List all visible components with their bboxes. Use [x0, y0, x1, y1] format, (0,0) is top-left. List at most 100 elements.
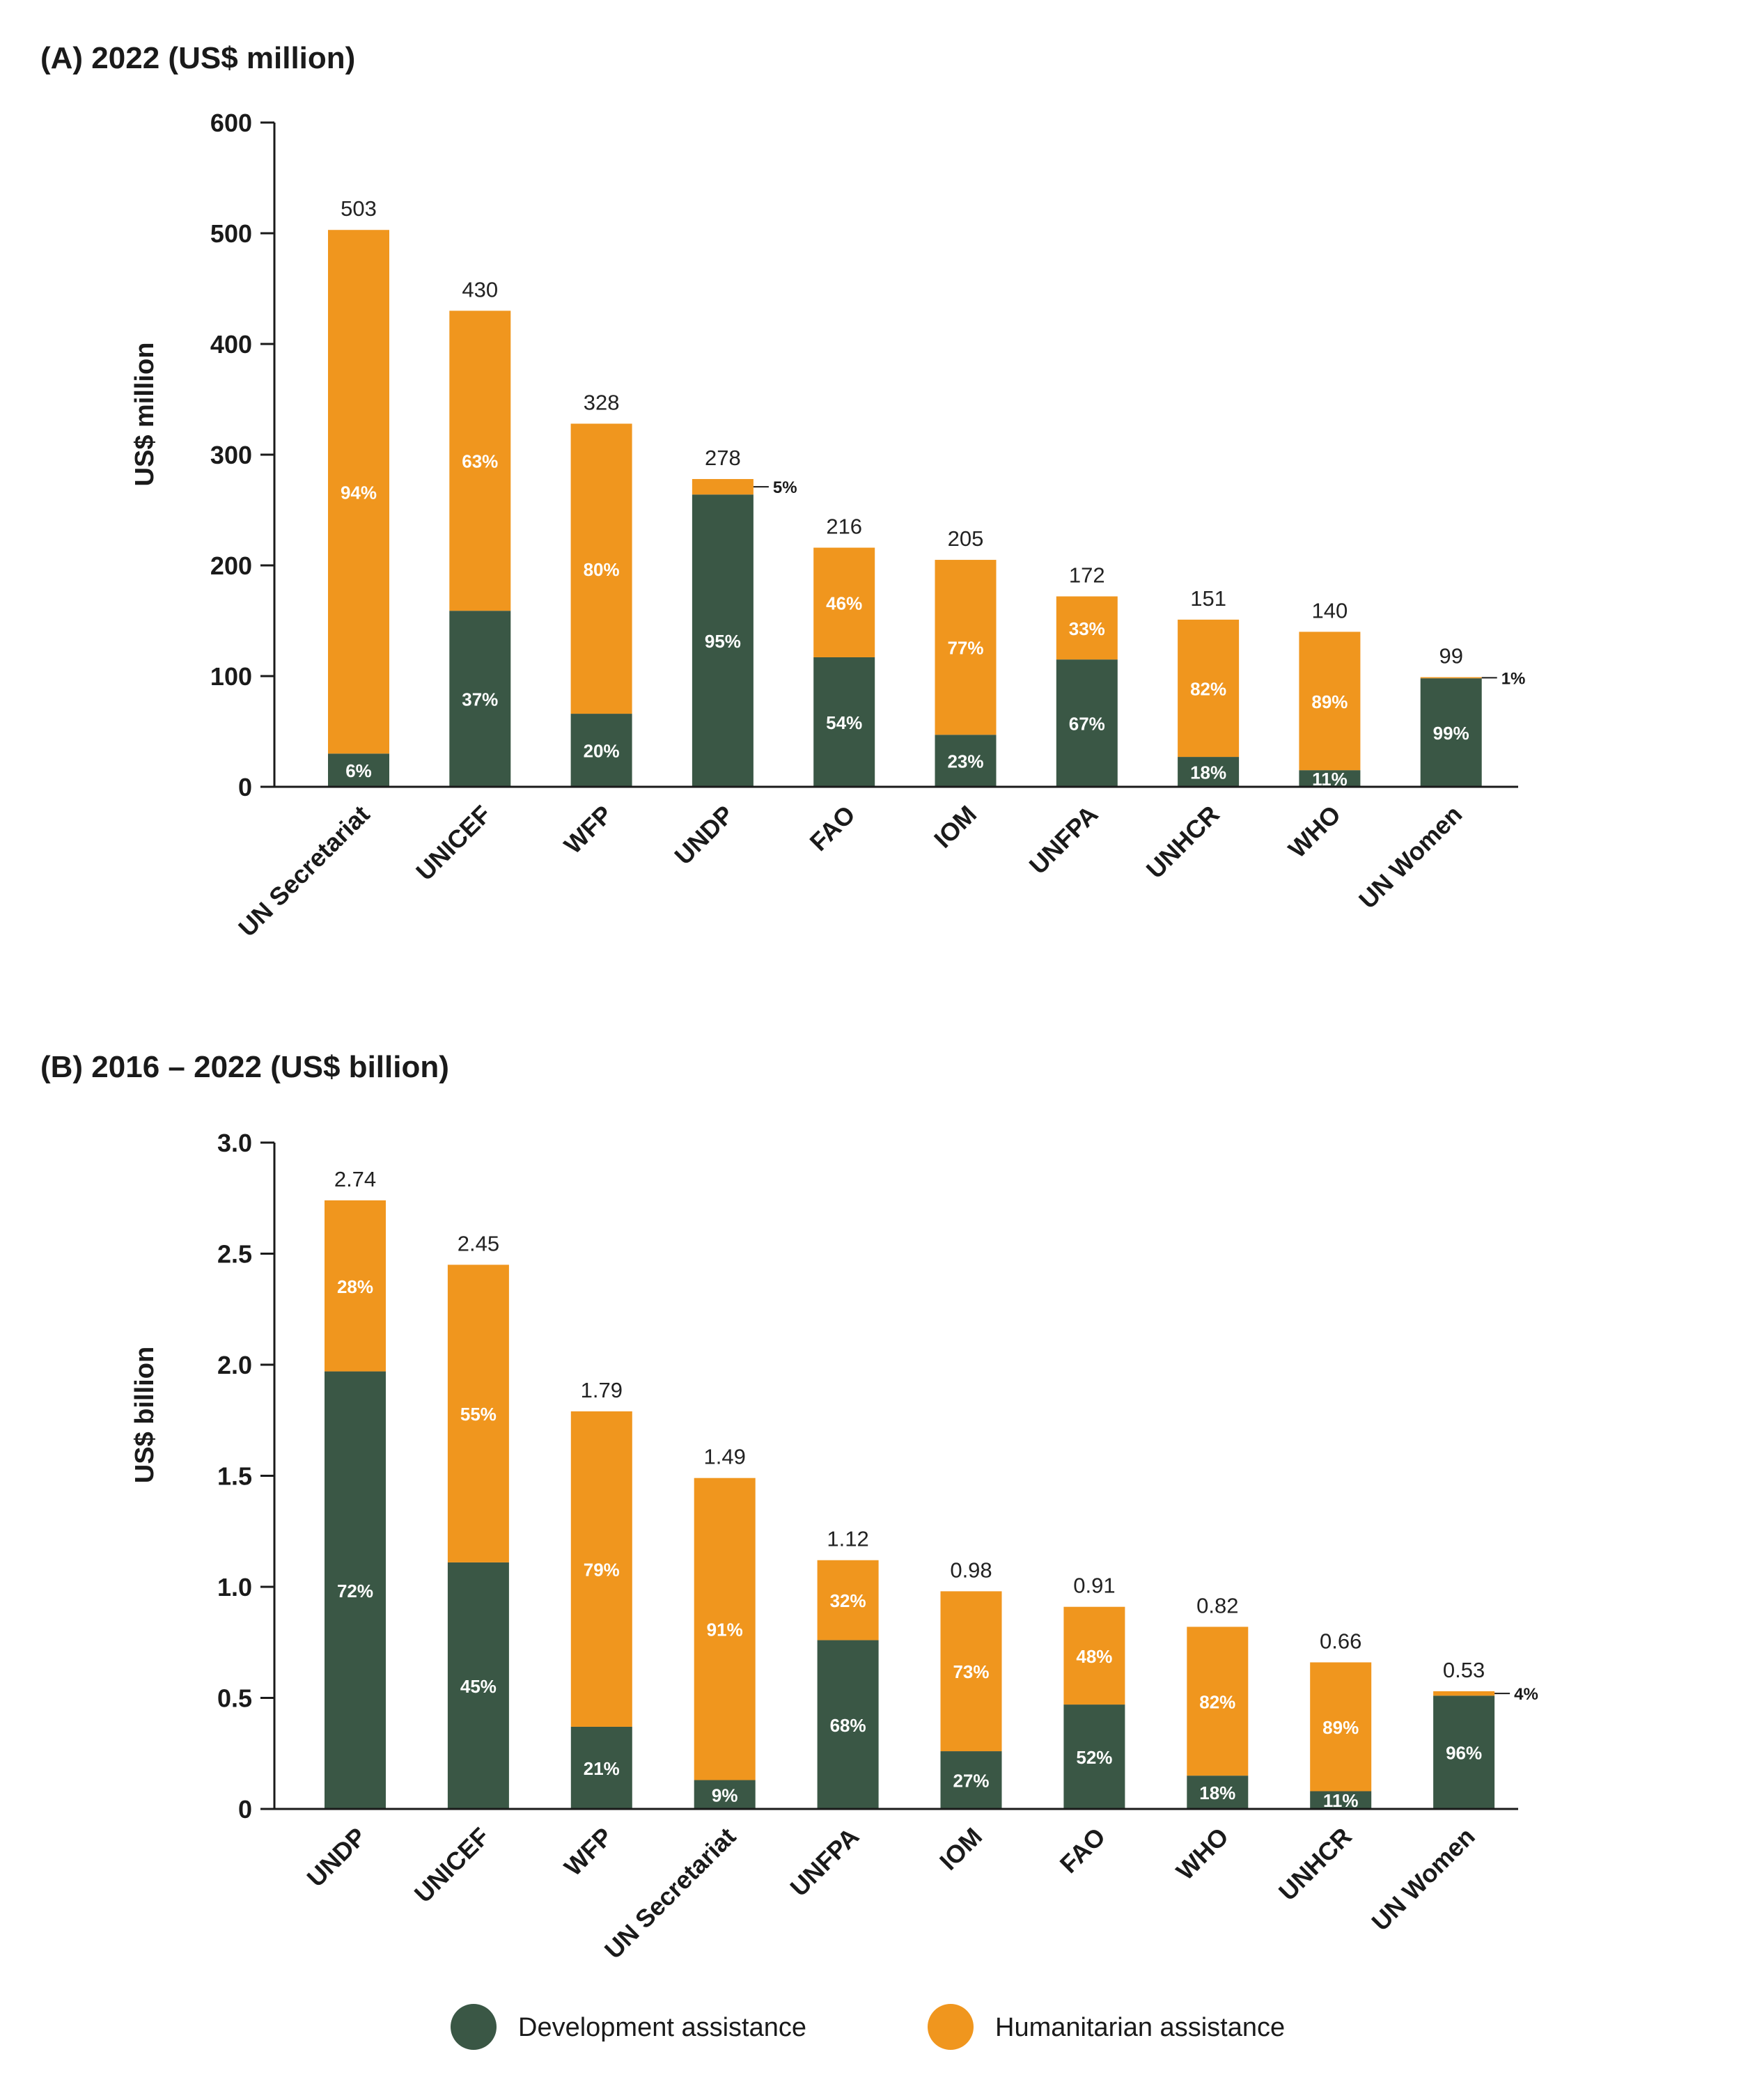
pct-label-humanitarian: 5%	[773, 478, 797, 497]
category-label: FAO	[804, 800, 861, 856]
total-label: 99	[1439, 644, 1462, 668]
total-label: 0.66	[1320, 1629, 1361, 1653]
pct-label-humanitarian: 32%	[830, 1590, 866, 1611]
bar-humanitarian	[447, 1264, 509, 1562]
total-label: 1.49	[704, 1445, 746, 1469]
bar-humanitarian	[328, 230, 389, 754]
bar-development	[1433, 1695, 1495, 1809]
pct-label-humanitarian: 80%	[584, 559, 620, 580]
pct-label-development: 95%	[705, 631, 741, 652]
pct-label-development: 52%	[1076, 1747, 1112, 1768]
pct-label-development: 99%	[1433, 723, 1469, 744]
pct-label-development: 68%	[830, 1715, 866, 1736]
pct-label-humanitarian: 82%	[1199, 1691, 1235, 1712]
y-tick-label: 2.5	[217, 1240, 252, 1269]
legend-development-swatch	[451, 2004, 497, 2050]
pct-label-humanitarian: 94%	[341, 482, 377, 503]
bar-development	[1187, 1776, 1249, 1809]
bar-humanitarian	[692, 478, 754, 495]
pct-label-development: 11%	[1323, 1790, 1359, 1811]
total-label: 1.79	[581, 1378, 623, 1402]
category-label: UNHCR	[1141, 800, 1225, 884]
pct-label-development: 9%	[712, 1785, 738, 1805]
y-tick-label: 1.5	[217, 1462, 252, 1491]
y-tick-label: 300	[210, 441, 252, 469]
pct-label-humanitarian: 89%	[1322, 1717, 1359, 1738]
pct-label-development: 37%	[462, 689, 498, 710]
bar-development	[694, 1780, 756, 1809]
category-label: UN Women	[1366, 1822, 1480, 1936]
pct-label-development: 23%	[947, 751, 983, 772]
bar-humanitarian	[1420, 677, 1482, 679]
bar-humanitarian	[817, 1560, 879, 1640]
total-label: 1.12	[827, 1527, 868, 1551]
bar-development	[325, 1371, 386, 1809]
category-label: UNDP	[669, 800, 739, 870]
total-label: 278	[705, 446, 741, 470]
bar-development	[447, 1562, 509, 1809]
pct-label-development: 96%	[1446, 1743, 1482, 1764]
bar-development	[935, 735, 997, 787]
pct-label-development: 27%	[953, 1771, 989, 1792]
total-label: 172	[1069, 563, 1105, 588]
y-tick-label: 500	[210, 219, 252, 248]
bar-humanitarian	[1310, 1662, 1372, 1792]
total-label: 140	[1312, 598, 1348, 622]
bar-development	[692, 494, 754, 787]
category-label: WHO	[1171, 1822, 1234, 1886]
category-label: UN Women	[1353, 800, 1467, 914]
bar-humanitarian	[1178, 619, 1240, 758]
category-label: UNHCR	[1273, 1822, 1357, 1906]
chart-title: (A) 2022 (US$ million)	[40, 41, 355, 75]
bar-development	[1299, 770, 1361, 787]
pct-label-humanitarian: 55%	[460, 1404, 497, 1425]
bar-humanitarian	[570, 1411, 632, 1727]
legend-humanitarian-label: Humanitarian assistance	[995, 2013, 1285, 2042]
pct-label-development: 54%	[826, 712, 862, 733]
total-label: 503	[341, 196, 377, 221]
y-tick-label: 400	[210, 330, 252, 359]
legend-humanitarian-swatch	[928, 2004, 974, 2050]
pct-label-humanitarian: 48%	[1076, 1646, 1112, 1667]
pct-label-development: 45%	[460, 1676, 497, 1697]
bar-humanitarian	[325, 1200, 386, 1372]
pct-label-humanitarian: 77%	[947, 638, 983, 659]
pct-label-development: 18%	[1190, 762, 1226, 783]
total-label: 0.98	[950, 1558, 992, 1582]
panel-a-2022: (A) 2022 (US$ million) US$ million 0 100 200…	[40, 41, 1525, 942]
total-label: 430	[462, 277, 498, 301]
bar-development	[570, 1726, 632, 1809]
y-axis-title: US$ million	[130, 343, 159, 487]
total-label: 151	[1190, 586, 1226, 611]
y-tick-label: 0	[238, 1795, 252, 1824]
y-tick-label: 600	[210, 109, 252, 137]
total-label: 0.53	[1443, 1658, 1485, 1682]
bar-humanitarian	[1299, 632, 1361, 771]
category-label: IOM	[928, 800, 982, 854]
chart-title: (B) 2016 – 2022 (US$ billion)	[40, 1050, 449, 1084]
bar-humanitarian	[1056, 596, 1118, 660]
y-tick-label: 200	[210, 551, 252, 580]
total-label: 216	[826, 515, 862, 539]
bar-humanitarian	[935, 560, 997, 735]
bar-humanitarian	[940, 1591, 1002, 1752]
category-label: UNICEF	[409, 1822, 495, 1909]
total-label: 2.74	[334, 1167, 376, 1191]
y-tick-label: 0	[238, 773, 252, 801]
bar-development	[1420, 678, 1482, 787]
pct-label-development: 72%	[337, 1581, 373, 1601]
category-label: WFP	[559, 800, 618, 860]
bar-development	[940, 1751, 1002, 1809]
bar-development	[1056, 659, 1118, 787]
bar-humanitarian	[694, 1478, 756, 1780]
bar-development	[328, 753, 389, 787]
bar-development	[813, 657, 875, 787]
total-label: 0.91	[1073, 1574, 1115, 1598]
bar-development	[1178, 757, 1240, 787]
total-label: 2.45	[458, 1231, 499, 1255]
bar-humanitarian	[813, 547, 875, 657]
pct-label-development: 18%	[1199, 1782, 1235, 1803]
pct-label-humanitarian: 82%	[1190, 678, 1226, 699]
